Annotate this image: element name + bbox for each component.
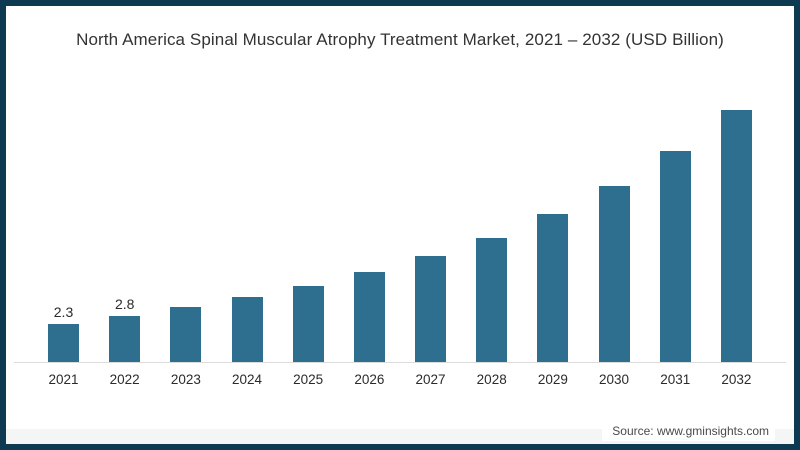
x-axis-label: 2029 bbox=[537, 372, 568, 387]
x-axis-label: 2024 bbox=[231, 372, 263, 387]
bar-value-label: 2.3 bbox=[53, 303, 74, 320]
x-axis-label: 2026 bbox=[354, 372, 385, 387]
chart-title: North America Spinal Muscular Atrophy Tr… bbox=[76, 30, 724, 49]
bar-slot bbox=[278, 266, 339, 362]
x-axis-label: 2030 bbox=[599, 372, 630, 387]
bar-slot bbox=[339, 252, 400, 362]
bar-slot bbox=[461, 218, 522, 362]
bar bbox=[353, 272, 385, 362]
x-axis-label: 2025 bbox=[293, 372, 324, 387]
bar bbox=[48, 323, 79, 362]
bar-slot bbox=[217, 277, 278, 362]
bar bbox=[170, 307, 202, 362]
x-axis-label: 2021 bbox=[48, 372, 79, 387]
bar bbox=[537, 214, 569, 362]
bar bbox=[415, 255, 447, 362]
x-axis-label: 2028 bbox=[476, 372, 507, 387]
bar bbox=[598, 186, 630, 362]
x-axis-label: 2022 bbox=[109, 372, 140, 387]
bar-slot bbox=[400, 236, 461, 362]
bar-slot bbox=[584, 166, 645, 362]
source-text: Source: www.gminsights.com bbox=[602, 422, 775, 441]
bar-slot bbox=[155, 287, 216, 362]
bottom-strip bbox=[6, 429, 794, 444]
bar-slot bbox=[706, 90, 767, 362]
bar-slot bbox=[522, 194, 583, 362]
x-axis-label: 2027 bbox=[415, 372, 446, 387]
x-axis: 2021 2022 2023 2024 2025 2026 2027 2028 2029 2030… bbox=[33, 372, 767, 387]
bar bbox=[292, 285, 324, 362]
bar bbox=[720, 109, 752, 362]
bar-chart: 2.3 2.8 bbox=[33, 62, 767, 362]
bar bbox=[231, 297, 263, 362]
bar-value-label: 2.8 bbox=[114, 295, 135, 312]
bar-slot: 2.3 bbox=[33, 304, 94, 362]
x-axis-label: 2023 bbox=[170, 372, 201, 387]
bar bbox=[659, 151, 691, 362]
bar-slot: 2.8 bbox=[94, 295, 155, 362]
bar bbox=[109, 315, 141, 362]
x-axis-baseline bbox=[14, 362, 786, 363]
x-axis-label: 2032 bbox=[721, 372, 752, 387]
x-axis-label: 2031 bbox=[660, 372, 691, 387]
bar bbox=[476, 237, 508, 362]
bar-slot bbox=[645, 131, 706, 362]
